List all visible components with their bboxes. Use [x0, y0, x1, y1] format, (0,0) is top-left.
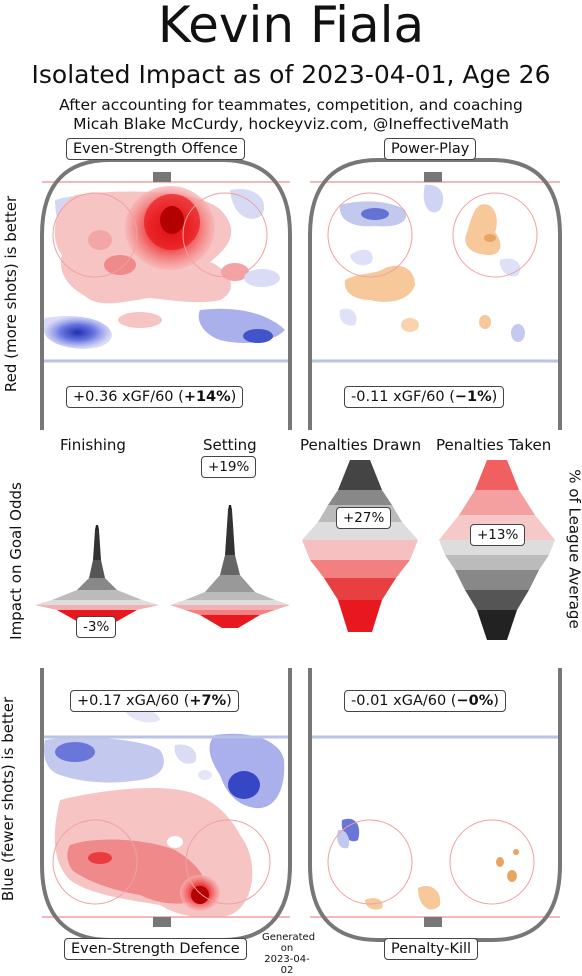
stat-es-offence: +0.36 xGF/60 (+14%)	[66, 386, 244, 408]
value-label-penalties-drawn: +27%	[336, 507, 392, 529]
violin-band	[170, 600, 290, 605]
violin-setting	[170, 505, 290, 628]
stat-es-offence-pct: +14%	[183, 389, 231, 405]
category-label-penalties-drawn: Penalties Drawn	[300, 436, 422, 454]
stat-es-offence-value: +0.36 xGF/60 (	[73, 389, 184, 405]
violin-band	[89, 560, 105, 578]
generated-note: Generated on 2023-04-02	[262, 932, 316, 976]
credit-line-1: After accounting for teammates, competit…	[59, 96, 523, 114]
value-label-setting: +19%	[201, 456, 257, 478]
value-label-finishing: -3%	[76, 616, 117, 638]
panel-label-es-offence: Even-Strength Offence	[66, 138, 245, 160]
stat-es-defence: +0.17 xGA/60 (+7%)	[70, 690, 239, 712]
heatmap-es-defence	[43, 708, 285, 918]
stat-es-defence-close: )	[226, 693, 232, 709]
stat-power-play-pct: −1%	[454, 389, 492, 405]
side-label-top-left: Red (more shots) is better	[2, 195, 21, 393]
violin-finishing	[35, 525, 159, 628]
violin-penalties-drawn	[302, 460, 418, 632]
side-label-league-average: % of League Average	[565, 469, 582, 629]
stat-es-defence-value: +0.17 xGA/60 (	[77, 693, 190, 709]
violin-band	[475, 460, 519, 490]
violin-band	[77, 578, 117, 590]
generated-line-3: 2023-04-02	[264, 954, 310, 976]
violin-band	[95, 525, 99, 530]
violin-band	[93, 530, 101, 560]
generated-line-2: on	[280, 943, 294, 954]
rink-power-play	[308, 158, 562, 430]
violin-penalties-taken	[439, 460, 555, 640]
heatmap-penalty-kill	[337, 818, 519, 910]
credit-line-2: Micah Blake McCurdy, hockeyviz.com, @Ine…	[73, 115, 509, 133]
stat-penalty-kill: -0.01 xGA/60 (−0%)	[344, 690, 506, 712]
stat-penalty-kill-value: -0.01 xGA/60 (	[351, 693, 457, 709]
violin-group	[35, 460, 555, 640]
heatmap-power-play	[339, 184, 525, 342]
violin-band	[465, 590, 529, 610]
stat-penalty-kill-pct: −0%	[456, 693, 494, 709]
rink-es-offence	[40, 158, 292, 430]
violin-band	[170, 605, 290, 610]
violin-band	[52, 590, 142, 600]
violin-band	[225, 510, 235, 555]
violin-band	[185, 610, 275, 615]
violin-band	[445, 555, 549, 570]
panel-label-es-defence: Even-Strength Defence	[64, 938, 247, 960]
violin-band	[477, 610, 517, 640]
violin-band	[459, 490, 535, 515]
chart-title: Kevin Fiala	[157, 0, 425, 54]
violin-band	[205, 575, 255, 592]
category-label-finishing: Finishing	[60, 436, 126, 454]
violin-band	[302, 540, 418, 560]
violin-band	[455, 570, 539, 590]
value-label-penalties-taken: +13%	[470, 524, 526, 546]
violin-band	[310, 560, 410, 578]
stat-es-offence-close: )	[230, 389, 237, 405]
chart-subtitle: Isolated Impact as of 2023-04-01, Age 26	[31, 60, 551, 89]
violin-band	[338, 600, 382, 632]
violin-band	[324, 578, 396, 600]
violin-band	[220, 555, 240, 575]
generated-line-1: Generated	[262, 932, 316, 943]
violin-band	[328, 490, 392, 505]
stat-penalty-kill-close: )	[493, 693, 499, 709]
violin-band	[439, 540, 555, 555]
panel-label-penalty-kill: Penalty-Kill	[384, 938, 479, 960]
side-label-bottom-left: Blue (fewer shots) is better	[0, 696, 18, 902]
stat-power-play-close: )	[491, 389, 498, 405]
category-label-setting: Setting	[203, 436, 257, 454]
panel-label-power-play: Power-Play	[384, 138, 477, 160]
violin-band	[35, 600, 159, 605]
violin-band	[228, 505, 232, 510]
violin-band	[338, 460, 382, 490]
stat-es-defence-pct: +7%	[189, 693, 227, 709]
heatmap-es-offence	[43, 186, 285, 349]
violin-band	[35, 605, 159, 610]
violin-band	[200, 615, 260, 628]
category-label-penalties-taken: Penalties Taken	[436, 436, 552, 454]
stat-power-play: -0.11 xGF/60 (−1%)	[344, 386, 505, 408]
stat-power-play-value: -0.11 xGF/60 (	[351, 389, 455, 405]
violin-band	[185, 592, 275, 600]
side-label-impact-goal-odds: Impact on Goal Odds	[6, 482, 25, 640]
